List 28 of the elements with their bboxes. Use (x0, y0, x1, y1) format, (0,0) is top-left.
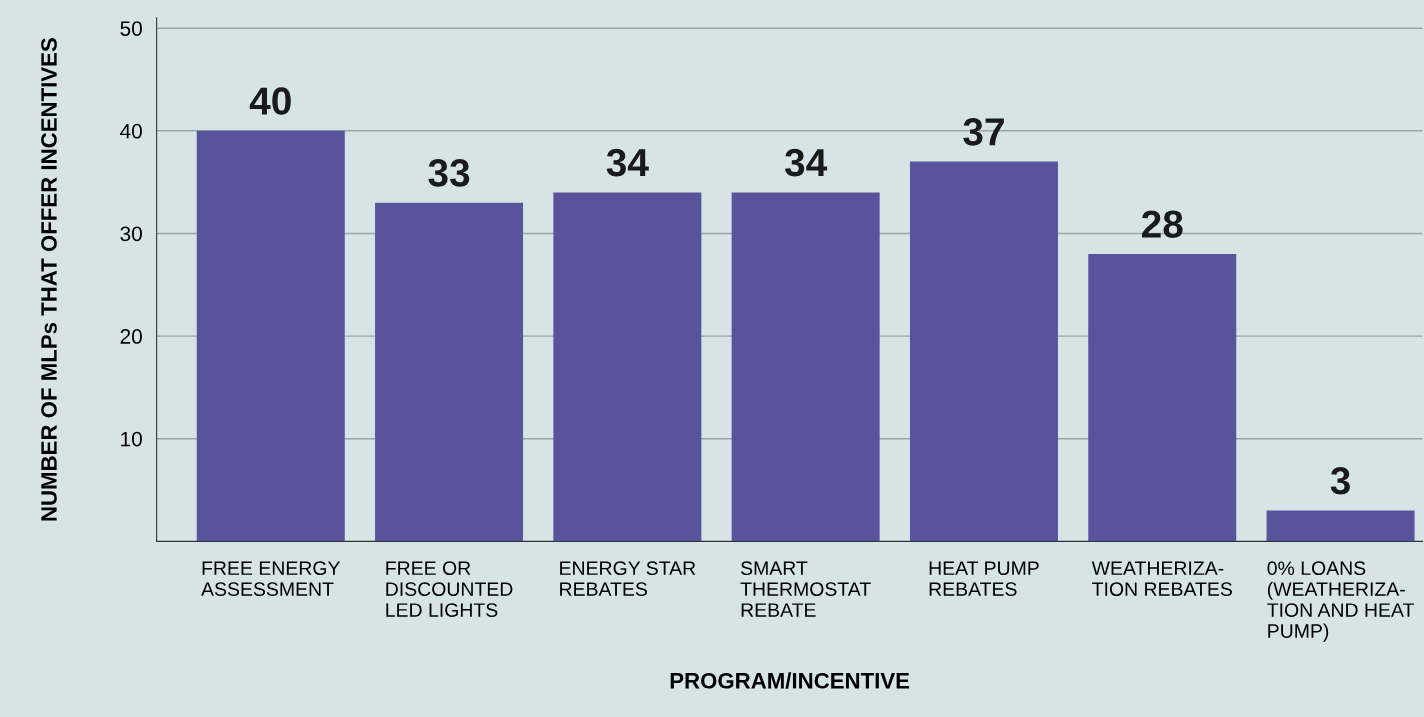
data-label: 37 (963, 118, 1004, 146)
y-tick-label: 40 (120, 123, 142, 139)
bar (1266, 510, 1415, 542)
y-tick-label: 50 (120, 21, 142, 36)
x-tick-label: WEATHERIZA- TION REBATES (1091, 561, 1232, 597)
data-label: 3 (1330, 466, 1350, 495)
data-label: 34 (784, 148, 828, 177)
x-tick-label: FREE OR DISCOUNTED LED LIGHTS (386, 561, 513, 617)
bar (731, 192, 880, 542)
x-tick-label: 0% LOANS (WEATHERIZA- TION AND HEAT PUMP) (1267, 561, 1414, 642)
y-axis-title: NUMBER OF MLPs THAT OFFER INCENTIVES (41, 38, 57, 521)
bar (553, 192, 702, 542)
x-tick-label: ENERGY STAR REBATES (560, 561, 696, 597)
bar (196, 130, 345, 542)
bar (1088, 253, 1237, 542)
data-label: 40 (249, 87, 291, 115)
data-label: 34 (606, 148, 649, 177)
data-label: 28 (1141, 210, 1183, 238)
x-tick-label: SMART THERMOSTAT REBATE (740, 561, 871, 617)
bar (909, 161, 1058, 542)
x-tick-label: FREE ENERGY ASSESSMENT (201, 561, 341, 597)
y-tick-label: 20 (120, 329, 142, 344)
y-tick-label: 30 (120, 226, 142, 242)
x-tick-label: HEAT PUMP REBATES (929, 561, 1039, 597)
y-tick-label: 10 (121, 431, 142, 447)
bar (375, 202, 524, 542)
x-axis-title: PROGRAM/INCENTIVE (670, 672, 910, 689)
data-label: 33 (428, 159, 470, 187)
